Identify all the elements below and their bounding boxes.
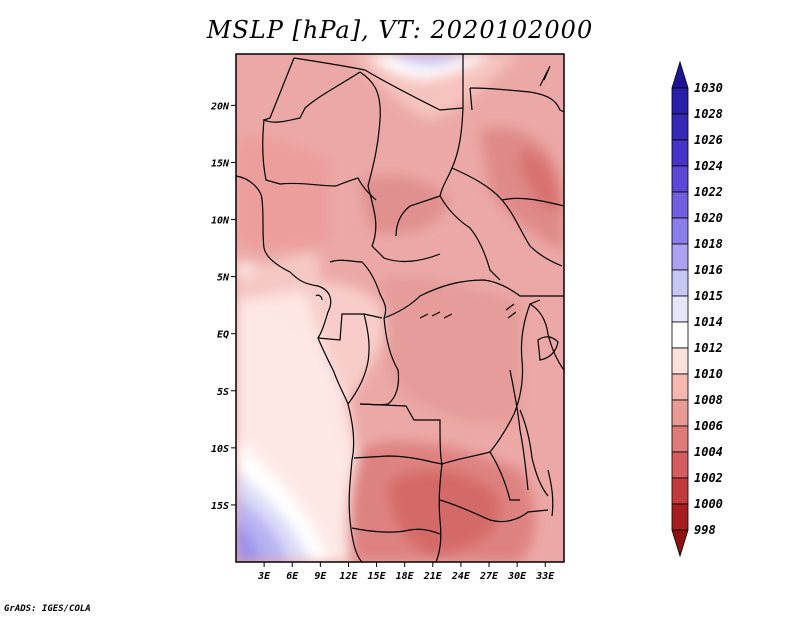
- longitude-axis: 3E 6E 9E 12E 15E 18E 21E 24E 27E 30E 33E: [257, 562, 555, 582]
- lon-label: 9E: [314, 571, 327, 582]
- lon-label: 12E: [339, 571, 358, 582]
- colorbar-segment: [671, 269, 689, 297]
- lat-label: EQ: [217, 330, 229, 341]
- country-borders: [236, 54, 564, 562]
- colorbar-segment: [671, 347, 689, 375]
- colorbar-segment: [671, 503, 689, 531]
- colorbar-segment: [671, 217, 689, 245]
- colorbar-label: 1020: [694, 211, 723, 225]
- colorbar-label: 1008: [694, 393, 723, 407]
- colorbar-segment: [671, 451, 689, 479]
- lon-label: 30E: [507, 571, 527, 582]
- colorbar-label: 1000: [694, 497, 723, 511]
- lon-label: 15E: [368, 571, 387, 582]
- colorbar-segment: [671, 60, 689, 89]
- lat-label: 15N: [211, 158, 230, 169]
- pressure-field: [236, 54, 564, 562]
- colorbar-segment: [671, 139, 689, 167]
- colorbar-label: 1030: [694, 81, 723, 95]
- colorbar-label: 1014: [694, 315, 723, 329]
- lat-label: 15S: [211, 501, 229, 512]
- colorbar-segment: [671, 113, 689, 141]
- colorbar-segment: [671, 165, 689, 193]
- colorbar-label: 1012: [694, 341, 723, 355]
- lat-label: 20N: [210, 101, 230, 112]
- colorbar-label: 1002: [694, 471, 723, 485]
- colorbar-segment: [671, 191, 689, 219]
- colorbar-label: 998: [694, 523, 716, 537]
- lat-label: 5N: [217, 273, 230, 284]
- lon-label: 3E: [257, 571, 271, 582]
- map-frame: [235, 53, 565, 563]
- lon-label: 27E: [479, 571, 499, 582]
- latitude-axis: 20N 15N 10N 5N EQ 5S 10S 15S: [210, 101, 236, 512]
- lon-label: 18E: [396, 571, 415, 582]
- colorbar-segment: [671, 243, 689, 271]
- lon-label: 33E: [535, 571, 555, 582]
- colorbar-label: 1015: [694, 289, 723, 303]
- colorbar-label: 1028: [694, 107, 723, 121]
- colorbar-segment: [671, 87, 689, 115]
- mslp-map: 20N 15N 10N 5N EQ 5S 10S 15S 3E 6E 9E 12E 15E 18E 21E…: [210, 53, 723, 582]
- lat-label: 10N: [211, 216, 230, 227]
- colorbar-segment: [671, 425, 689, 453]
- colorbar-label: 1024: [694, 159, 723, 173]
- colorbar: 1030 1028 1026 1024 1022 1020 1018 1016 1015 1014…: [671, 60, 723, 558]
- colorbar-segment: [671, 321, 689, 349]
- colorbar-segment: [671, 477, 689, 505]
- colorbar-label: 1006: [694, 419, 723, 433]
- colorbar-label: 1018: [694, 237, 723, 251]
- lat-label: 10S: [211, 444, 229, 455]
- colorbar-segment: [671, 529, 689, 558]
- colorbar-segment: [671, 295, 689, 323]
- colorbar-label: 1010: [694, 367, 723, 381]
- colorbar-label: 1026: [694, 133, 723, 147]
- lon-label: 21E: [423, 571, 443, 582]
- map-title: MSLP [hPa], VT: 2020102000: [206, 16, 594, 44]
- grads-credit: GrADS: IGES/COLA: [4, 604, 91, 614]
- lon-label: 6E: [286, 571, 299, 582]
- colorbar-segment: [671, 399, 689, 427]
- colorbar-label: 1004: [694, 445, 723, 459]
- lat-label: 5S: [217, 387, 229, 398]
- colorbar-segment: [671, 373, 689, 401]
- colorbar-label: 1016: [694, 263, 723, 277]
- lon-label: 24E: [451, 571, 471, 582]
- colorbar-label: 1022: [694, 185, 723, 199]
